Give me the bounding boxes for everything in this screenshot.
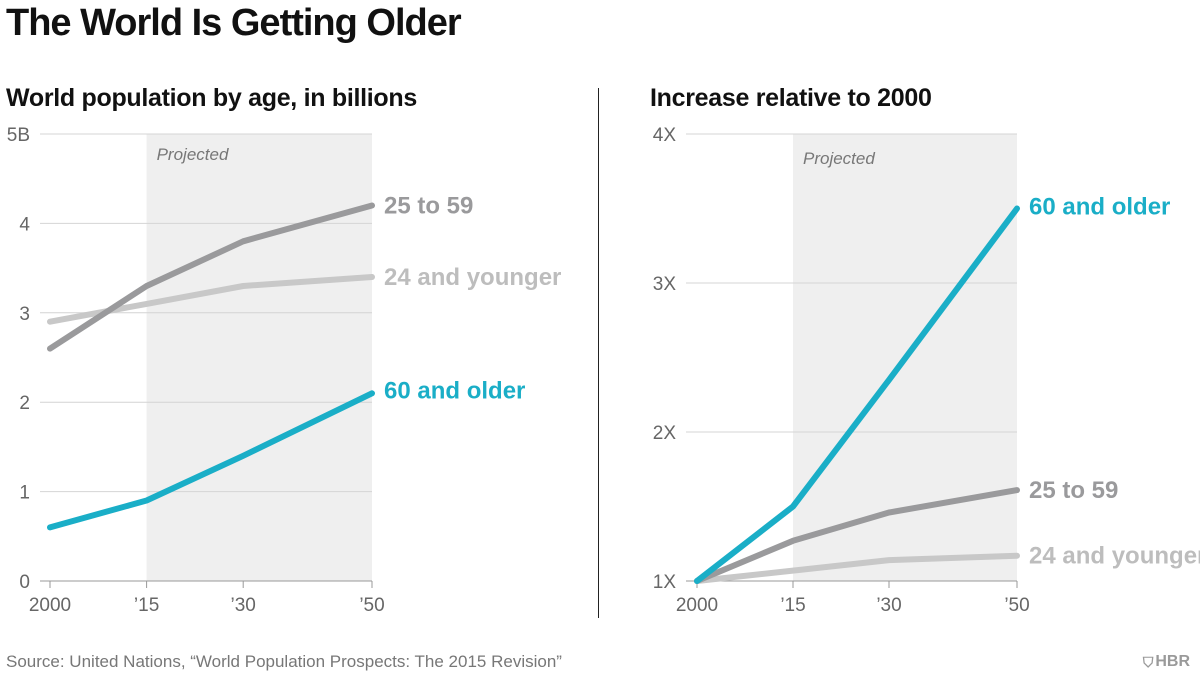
x-tick-label: ’30	[231, 595, 256, 616]
series-line-25-to-59	[694, 487, 1020, 584]
projected-label: Projected	[803, 149, 875, 168]
y-tick-label: 3X	[653, 274, 677, 295]
shield-icon: ⛉	[1142, 653, 1154, 670]
panel-divider	[598, 88, 599, 618]
source-note: Source: United Nations, “World Populatio…	[6, 652, 562, 671]
series-line-60-and-older	[47, 390, 375, 531]
y-tick-label: 4X	[653, 125, 677, 146]
series-label: 25 to 59	[384, 193, 473, 220]
series-label: 24 and younger	[1029, 543, 1200, 570]
x-tick-label: ’30	[876, 595, 901, 616]
y-tick-label: 4	[19, 214, 30, 235]
logo-text: HBR	[1155, 653, 1190, 670]
y-tick-label: 1	[19, 483, 30, 504]
y-tick-label: 1X	[653, 572, 677, 593]
x-tick-label: ’50	[359, 595, 384, 616]
x-tick-label: 2000	[29, 595, 71, 616]
hbr-logo: ⛉ HBR	[1143, 653, 1190, 671]
y-tick-label: 5B	[7, 125, 30, 146]
page-title: The World Is Getting Older	[6, 2, 462, 44]
series-line-25-to-59	[47, 202, 375, 352]
chart-title-increase: Increase relative to 2000	[650, 84, 932, 112]
y-tick-label: 2X	[653, 423, 677, 444]
chart-title-population: World population by age, in billions	[6, 84, 417, 112]
series-label: 60 and older	[1029, 194, 1170, 221]
projected-label: Projected	[157, 145, 229, 164]
y-tick-label: 3	[19, 304, 30, 325]
x-tick-label: ’15	[780, 595, 805, 616]
series-line-24-and-younger	[694, 552, 1020, 584]
series-label: 24 and younger	[384, 264, 561, 291]
series-line-24-and-younger	[47, 274, 375, 325]
x-tick-label: ’50	[1004, 595, 1029, 616]
series-line-60-and-older	[694, 205, 1020, 584]
series-label: 60 and older	[384, 377, 525, 404]
x-tick-label: 2000	[676, 595, 718, 616]
y-tick-label: 0	[19, 572, 30, 593]
chart-panel-0: Projected 0 1 2 3 4 5B 2000 ’15 ’30 ’50 24 and youn…	[7, 125, 562, 616]
y-tick-label: 2	[19, 393, 30, 414]
projected-band	[146, 134, 372, 581]
chart-panel-1: Projected 1X 2X 3X 4X 2000 ’15 ’30 ’50 24 and you…	[653, 125, 1200, 616]
x-tick-label: ’15	[134, 595, 159, 616]
series-label: 25 to 59	[1029, 477, 1118, 504]
